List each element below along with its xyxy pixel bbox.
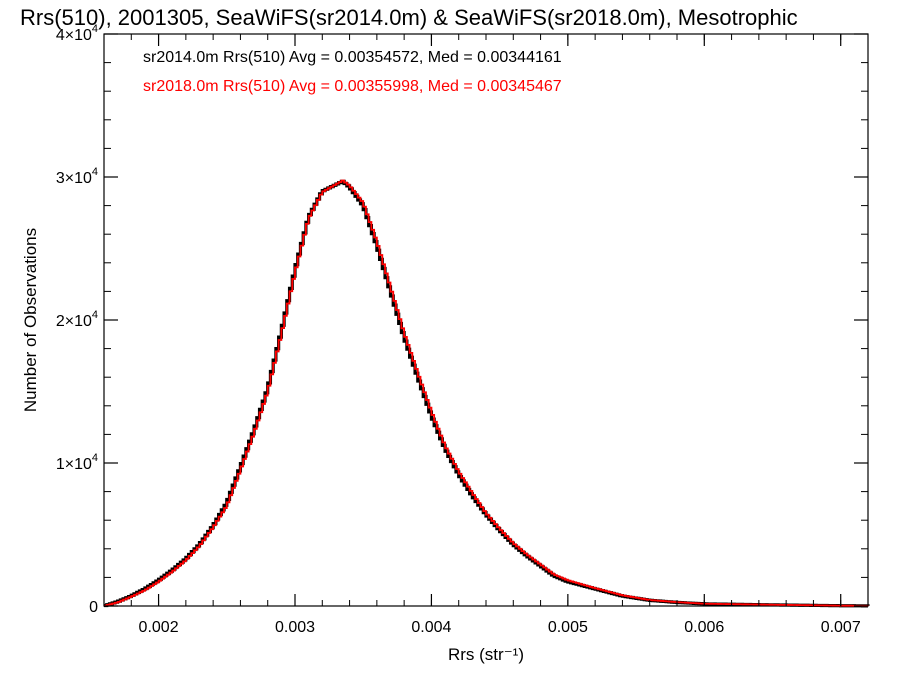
y-axis-title: Number of Observations <box>21 228 40 412</box>
histogram-series-sr2018 <box>104 179 869 607</box>
x-tick-label: 0.003 <box>275 619 315 636</box>
chart-title: Rrs(510), 2001305, SeaWiFS(sr2014.0m) & … <box>20 5 798 30</box>
x-tick-label: 0.002 <box>139 619 179 636</box>
histogram-series-sr2014 <box>104 179 870 608</box>
x-tick-label: 0.005 <box>548 619 588 636</box>
legend-entry: sr2018.0m Rrs(510) Avg = 0.00355998, Med… <box>143 78 562 95</box>
y-tick-label: 4×104 <box>56 23 98 44</box>
y-tick-label: 1×104 <box>56 452 98 473</box>
x-tick-label: 0.006 <box>684 619 724 636</box>
y-tick-label: 0 <box>89 599 98 616</box>
y-tick-label: 3×104 <box>56 166 98 187</box>
x-tick-label: 0.007 <box>821 619 861 636</box>
legend-entry: sr2014.0m Rrs(510) Avg = 0.00354572, Med… <box>143 49 562 66</box>
x-axis-title: Rrs (str⁻¹) <box>448 645 524 664</box>
x-tick-label: 0.004 <box>411 619 451 636</box>
y-tick-label: 2×104 <box>56 309 98 330</box>
